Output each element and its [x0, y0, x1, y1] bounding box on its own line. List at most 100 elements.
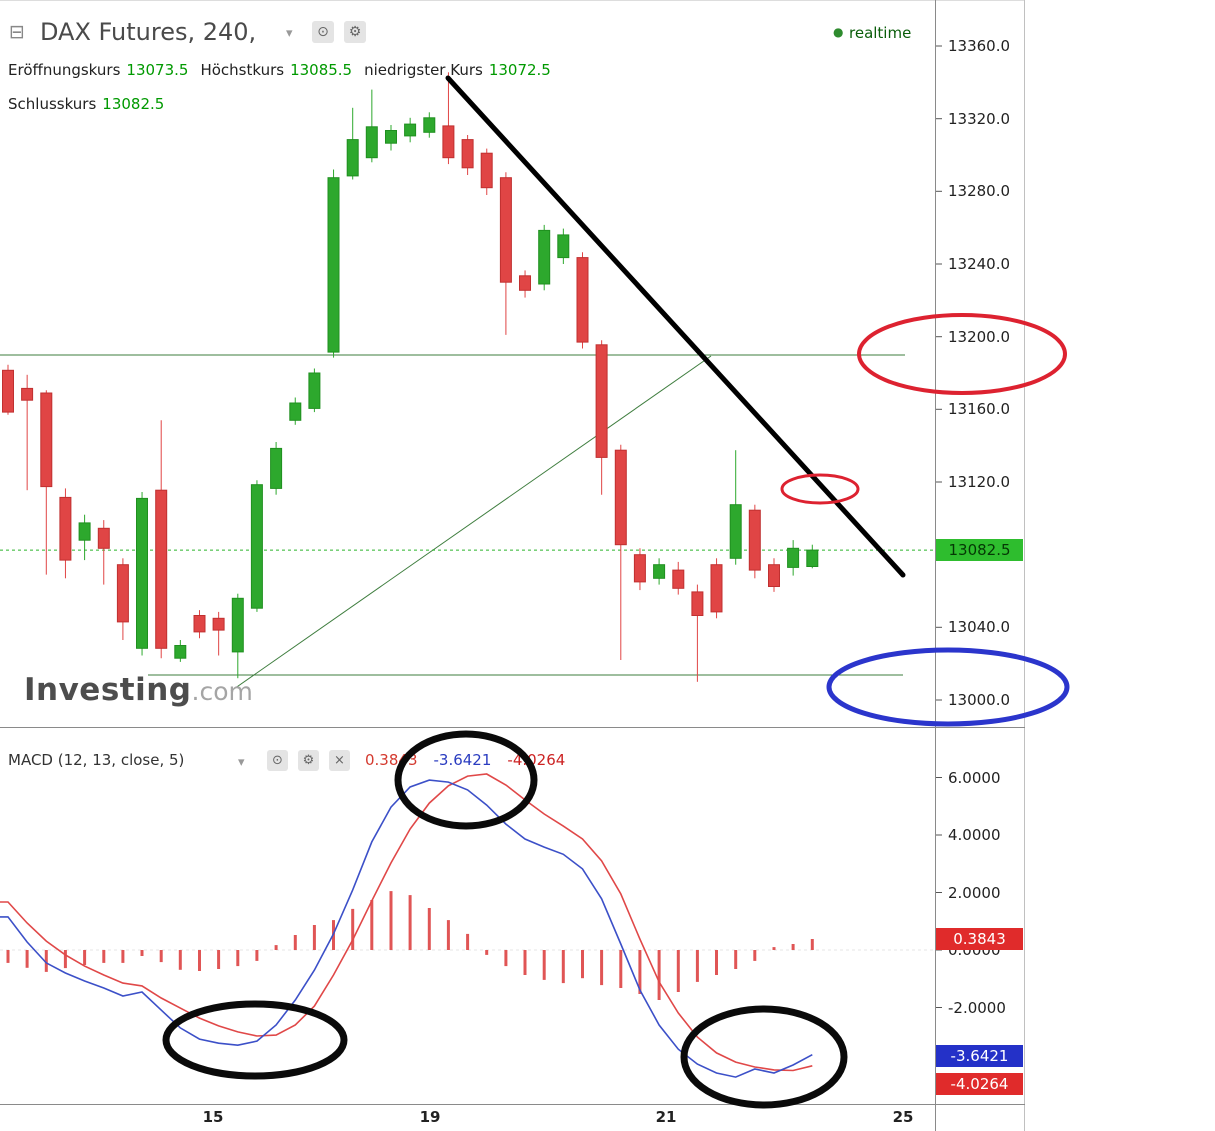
macd-close-button[interactable]: ×: [329, 750, 350, 771]
price-tick-label: 13280.0: [948, 182, 1011, 201]
candle-body: [174, 645, 187, 659]
candle-body: [385, 130, 397, 144]
candle-body: [768, 564, 780, 588]
eye-icon: ⊙: [272, 753, 283, 768]
macd-values-row: 0.3843 -3.6421 -4.0264: [365, 751, 581, 769]
candle-body: [576, 257, 589, 343]
candle-body: [806, 549, 819, 567]
macd-value-badge: 0.3843: [936, 928, 1023, 950]
close-label: Schlusskurs: [8, 95, 97, 113]
high-value: 13085.5: [290, 61, 353, 79]
candle-body: [308, 372, 321, 409]
page-title: DAX Futures, 240,: [40, 18, 257, 46]
candle-body: [78, 522, 91, 541]
price-tick-label: 13120.0: [948, 473, 1011, 491]
candle-body: [59, 496, 72, 561]
candle-body: [710, 564, 723, 613]
time-scale[interactable]: [0, 1106, 1025, 1131]
price-tick-label: 13240.0: [948, 255, 1011, 273]
candle-body: [653, 564, 666, 579]
macd-tick-label: -2.0000: [948, 998, 1006, 1017]
candle-body: [250, 484, 263, 609]
candle-body: [2, 369, 14, 413]
candle-body: [499, 177, 512, 283]
candle-body: [289, 402, 302, 421]
ascending-trendline: [230, 355, 712, 692]
candle-body: [519, 275, 531, 291]
macd-histogram-value: 0.3843: [365, 751, 418, 769]
macd-line: [0, 779, 813, 1078]
chart-settings-button[interactable]: ⚙: [344, 21, 366, 43]
black-downtrend-line: [445, 75, 906, 578]
price-tick-label: 13040.0: [948, 618, 1011, 637]
last-price-badge: 13082.5: [936, 539, 1023, 562]
candle-body: [40, 392, 53, 488]
close-value: 13082.5: [102, 95, 165, 113]
price-tick-label: 13200.0: [948, 327, 1011, 346]
macd-dropdown-caret[interactable]: ▾: [238, 755, 245, 770]
eye-icon: ⊙: [317, 24, 329, 40]
collapse-panel-icon[interactable]: ⊟: [9, 21, 25, 43]
candle-body: [327, 177, 340, 353]
gear-icon: ⚙: [302, 753, 315, 768]
high-label: Höchstkurs: [200, 61, 285, 79]
title-dropdown-caret[interactable]: ▾: [286, 26, 293, 41]
low-value: 13072.5: [488, 61, 551, 79]
candle-body: [116, 564, 129, 623]
candle-body: [442, 125, 455, 159]
time-tick-label: 15: [202, 1108, 224, 1126]
macd-visibility-button[interactable]: ⊙: [267, 750, 288, 771]
candle-body: [614, 449, 627, 546]
price-tick-label: 13000.0: [948, 691, 1011, 709]
macd-settings-button[interactable]: ⚙: [298, 750, 319, 771]
candle-body: [136, 497, 148, 649]
gear-icon: ⚙: [348, 24, 362, 40]
macd-value-badge: -4.0264: [936, 1073, 1023, 1095]
candle-body: [672, 569, 685, 589]
realtime-dot-icon: ●: [833, 25, 844, 39]
candle-body: [595, 344, 608, 458]
candle-body: [270, 447, 283, 489]
candle-body: [193, 615, 206, 633]
candle-body: [461, 139, 474, 169]
candle-body: [423, 117, 436, 133]
candle-body: [231, 597, 244, 653]
candle-body: [404, 123, 417, 137]
visibility-toggle-button[interactable]: ⊙: [312, 21, 334, 43]
candle-body: [691, 591, 704, 617]
macd-tick-label: 4.0000: [948, 826, 1001, 844]
watermark-suffix: .com: [191, 677, 253, 706]
macd-tick-label: 2.0000: [948, 883, 1001, 902]
candle-body: [346, 139, 359, 177]
macd-signal-line: [0, 773, 813, 1072]
candle-body: [212, 617, 225, 631]
macd-tick-label: 6.0000: [948, 768, 1001, 787]
price-tick-label: 13360.0: [948, 37, 1011, 55]
candle-body: [21, 387, 34, 401]
candle-body: [155, 489, 168, 649]
macd-signal-value: -4.0264: [507, 751, 566, 769]
candle-body: [365, 126, 378, 159]
candle-body: [97, 527, 110, 549]
watermark-main: Investing: [24, 672, 192, 708]
candle-body: [538, 229, 551, 285]
low-label: niedrigster Kurs: [364, 61, 483, 79]
investing-watermark: Investing.com: [24, 672, 253, 708]
time-tick-label: 21: [655, 1108, 677, 1126]
open-value: 13073.5: [126, 61, 189, 79]
time-tick-label: 25: [892, 1108, 914, 1126]
open-label: Eröffnungskurs: [8, 61, 121, 79]
macd-indicator-label: MACD (12, 13, close, 5): [8, 751, 185, 769]
time-tick-label: 19: [419, 1108, 441, 1126]
candle-body: [748, 509, 761, 571]
candle-body: [787, 547, 800, 568]
macd-line-value: -3.6421: [433, 751, 492, 769]
close-row: Schlusskurs 13082.5: [8, 95, 176, 113]
candle-body: [633, 554, 646, 583]
candle-body: [480, 152, 493, 189]
macd-value-badge: -3.6421: [936, 1045, 1023, 1067]
candle-body: [729, 504, 742, 559]
close-icon: ×: [334, 753, 345, 768]
